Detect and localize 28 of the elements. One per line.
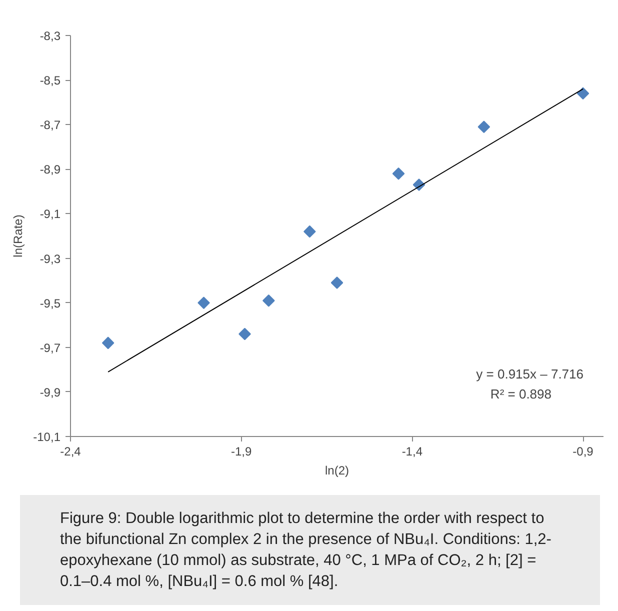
point — [576, 87, 590, 100]
point — [262, 294, 275, 307]
x-tick-label: -1,4 — [402, 444, 423, 458]
y-axis-title: ln(Rate) — [11, 214, 26, 258]
y-tick-label: -8,3 — [40, 29, 61, 43]
annotation: R² = 0.898 — [490, 386, 552, 402]
point — [330, 276, 344, 289]
y-tick-label: -9,7 — [40, 340, 61, 355]
caption: Figure 9: Double logarithmic plot to determine the order with respect to the bifunctional Zn complex 2 in the presence of NBu₄I. Conditions: 1,2-epoxyhexane (10 mmol) as substrate, 40 °C, 1 MPa of CO₂, 2 h; [2] = 0.1–0.4 mol %, [NBu₄I] = 0.6 mol % [48]. — [60, 509, 552, 592]
x-tick-label: -1,9 — [230, 444, 252, 458]
y-tick-label: -9,1 — [40, 207, 61, 222]
y-tick-label: -8,5 — [40, 74, 61, 88]
point — [478, 120, 490, 133]
y-tick-label: -8,7 — [40, 118, 61, 132]
y-tick-label: -9,5 — [40, 296, 61, 310]
x-axis-title: ln(2) — [324, 464, 350, 478]
point — [392, 167, 405, 180]
y-tick-label: -10,1 — [33, 430, 61, 444]
x-tick-label: -0,9 — [572, 444, 594, 458]
y-tick-label: -8,9 — [40, 162, 61, 177]
y-tick-label: -9,9 — [40, 385, 61, 400]
x-tick-label: -2,4 — [60, 444, 82, 458]
point — [238, 328, 251, 340]
point — [198, 296, 210, 309]
y-tick-label: -9,3 — [40, 252, 61, 266]
annotation: y = 0.915x – 7.716 — [476, 366, 584, 382]
point — [304, 225, 316, 238]
point — [102, 336, 114, 350]
